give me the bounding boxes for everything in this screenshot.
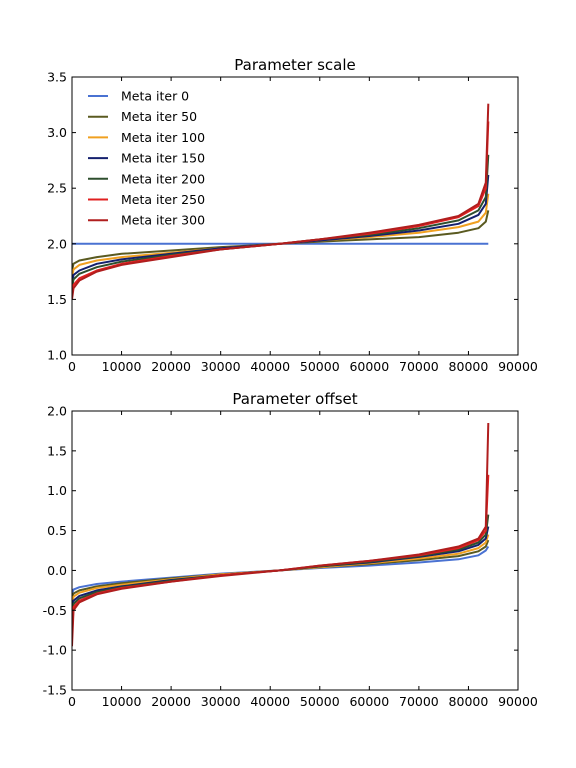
axes-frame bbox=[71, 410, 519, 691]
x-tick-label: 80000 bbox=[449, 359, 489, 374]
y-tick-label: -1.0 bbox=[43, 643, 67, 658]
y-tick-label: 2.0 bbox=[47, 236, 67, 251]
x-tick-label: 70000 bbox=[399, 359, 439, 374]
legend-label: Meta iter 300 bbox=[121, 213, 205, 228]
legend-label: Meta iter 150 bbox=[121, 151, 205, 166]
series-group bbox=[72, 422, 490, 647]
x-tick-label: 50000 bbox=[300, 694, 340, 709]
x-tick-label: 0 bbox=[68, 694, 76, 709]
y-tick-label: 2.0 bbox=[47, 404, 67, 419]
legend-label: Meta iter 100 bbox=[121, 130, 205, 145]
series-line-6 bbox=[72, 121, 490, 294]
x-tick-label: 60000 bbox=[349, 359, 389, 374]
x-tick-label: 40000 bbox=[250, 359, 290, 374]
x-tick-label: 70000 bbox=[399, 694, 439, 709]
y-tick-label: 2.5 bbox=[47, 181, 67, 196]
y-tick-label: 0.5 bbox=[47, 523, 67, 538]
x-tick-label: 0 bbox=[68, 359, 76, 374]
x-tick-label: 90000 bbox=[498, 694, 538, 709]
legend-label: Meta iter 50 bbox=[121, 109, 197, 124]
legend-label: Meta iter 0 bbox=[121, 89, 189, 104]
axes-frame bbox=[71, 76, 519, 356]
x-tick-label: 60000 bbox=[349, 694, 389, 709]
series-line-5 bbox=[72, 514, 490, 623]
chart-title: Parameter scale bbox=[234, 56, 355, 74]
x-tick-label: 50000 bbox=[300, 359, 340, 374]
y-tick-label: 3.0 bbox=[47, 125, 67, 140]
y-tick-label: 1.0 bbox=[47, 483, 67, 498]
x-tick-label: 10000 bbox=[102, 359, 142, 374]
y-tick-label: 1.5 bbox=[47, 443, 67, 458]
x-tick-label: 30000 bbox=[201, 359, 241, 374]
series-line-7 bbox=[72, 103, 490, 300]
x-tick-label: 10000 bbox=[102, 694, 142, 709]
x-tick-label: 90000 bbox=[498, 359, 538, 374]
x-tick-label: 30000 bbox=[201, 694, 241, 709]
legend-label: Meta iter 250 bbox=[121, 192, 205, 207]
x-tick-label: 20000 bbox=[151, 694, 191, 709]
series-line-7 bbox=[72, 422, 490, 647]
chart-title: Parameter offset bbox=[232, 390, 357, 408]
x-tick-label: 80000 bbox=[449, 694, 489, 709]
legend: Meta iter 0 Meta iter 50 Meta iter 100 Meta… bbox=[88, 89, 205, 228]
y-tick-label: -1.5 bbox=[43, 683, 67, 698]
chart-2: 0 10000 20000 30000 40000 50000 60000 70000 8000… bbox=[43, 390, 538, 709]
y-tick-label: 1.0 bbox=[47, 348, 67, 363]
chart-1: 0 10000 20000 30000 40000 50000 60000 70000 8000… bbox=[47, 56, 538, 374]
y-tick-label: -0.5 bbox=[43, 603, 67, 618]
x-tick-label: 40000 bbox=[250, 694, 290, 709]
y-tick-label: 0.0 bbox=[47, 563, 67, 578]
y-tick-label: 1.5 bbox=[47, 292, 67, 307]
series-line-6 bbox=[72, 474, 490, 635]
x-tick-label: 20000 bbox=[151, 359, 191, 374]
legend-label: Meta iter 200 bbox=[121, 171, 205, 186]
series-group bbox=[72, 103, 490, 300]
y-tick-label: 3.5 bbox=[47, 70, 67, 85]
